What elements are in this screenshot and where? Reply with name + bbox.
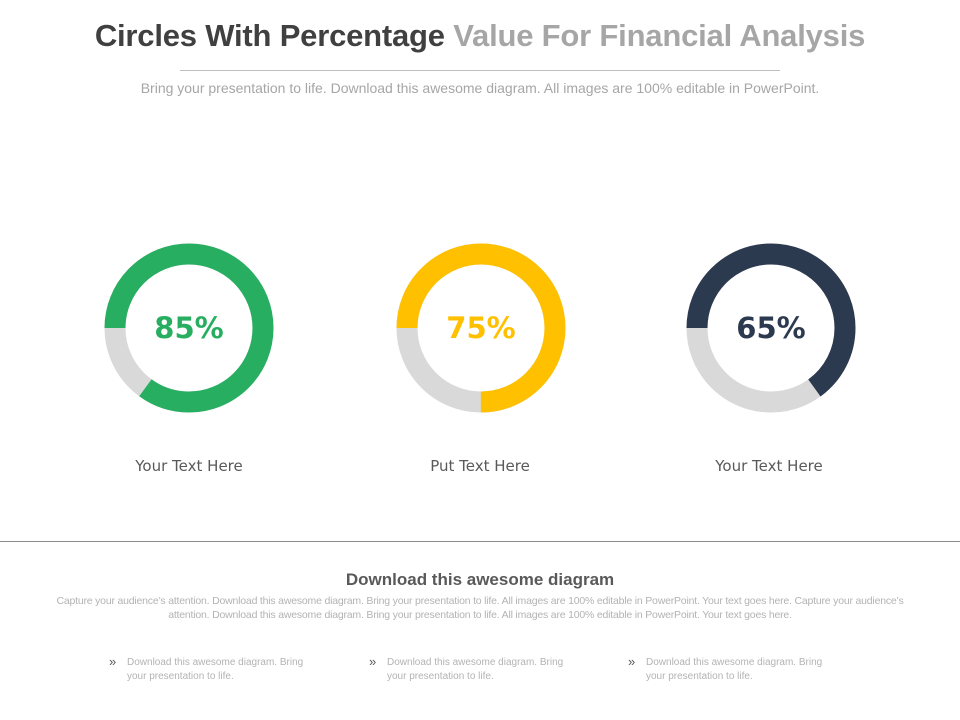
donut-chart-2: 75% — [396, 243, 566, 413]
double-chevron-icon: » — [628, 654, 636, 669]
donut-label-2: Put Text Here — [430, 457, 530, 475]
donut-svg-2 — [396, 243, 566, 413]
page-title: Circles With Percentage Value For Financ… — [0, 18, 960, 54]
donut-label-3: Your Text Here — [715, 457, 823, 475]
footer-bullet-text: Download this awesome diagram. Bring you… — [387, 657, 564, 682]
donut-chart-1: 85% — [104, 243, 274, 413]
donut-value-3: 65% — [736, 311, 806, 345]
subtitle: Bring your presentation to life. Downloa… — [140, 80, 820, 96]
donut-arc-1 — [104, 243, 274, 413]
footer-divider — [0, 541, 960, 542]
donut-chart-3: 65% — [686, 243, 856, 413]
footer-bullet-3: » Download this awesome diagram. Bring y… — [628, 654, 843, 684]
footer-bullet-text: Download this awesome diagram. Bring you… — [127, 657, 304, 682]
donut-arc-3 — [686, 243, 856, 413]
title-secondary: Value For Financial Analysis — [453, 18, 866, 53]
footer-bullet-text: Download this awesome diagram. Bring you… — [646, 657, 823, 682]
footer-bullet-2: » Download this awesome diagram. Bring y… — [369, 654, 584, 684]
title-divider — [180, 70, 780, 71]
footer-body-text: Capture your audience’s attention. Downl… — [56, 595, 904, 621]
footer-title: Download this awesome diagram — [345, 570, 615, 589]
donut-arc-2 — [396, 243, 566, 413]
donut-svg-1 — [104, 243, 274, 413]
double-chevron-icon: » — [109, 654, 117, 669]
donut-label-1: Your Text Here — [135, 457, 243, 475]
footer-bullet-1: » Download this awesome diagram. Bring y… — [109, 654, 324, 684]
title-primary: Circles With Percentage — [94, 18, 445, 53]
donut-value-2: 75% — [446, 311, 516, 345]
donut-svg-3 — [686, 243, 856, 413]
double-chevron-icon: » — [369, 654, 377, 669]
donut-value-1: 85% — [154, 311, 224, 345]
